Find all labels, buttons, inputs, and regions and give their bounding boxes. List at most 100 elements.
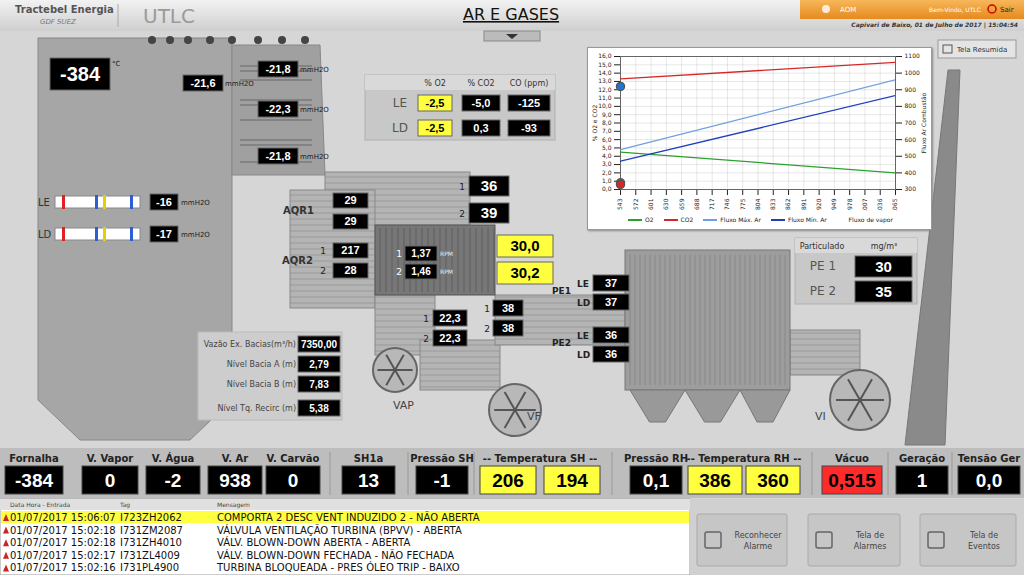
svg-text:PE1: PE1: [552, 286, 571, 296]
svg-text:28: 28: [344, 264, 356, 276]
svg-text:01/07/2017 15:02:16: 01/07/2017 15:02:16: [10, 562, 116, 573]
svg-text:mmH2O: mmH2O: [181, 231, 210, 239]
svg-text:-22,3: -22,3: [265, 103, 290, 115]
svg-text:386: 386: [699, 470, 731, 491]
svg-text:Vazão Ex. Bacias(m³/h): Vazão Ex. Bacias(m³/h): [204, 340, 296, 349]
svg-text:AR E GASES: AR E GASES: [463, 5, 559, 24]
svg-text:01/07/2017 15:06:07: 01/07/2017 15:06:07: [10, 512, 116, 523]
svg-text:VÁLV. BLOWN-DOWN ABERTA - ABER: VÁLV. BLOWN-DOWN ABERTA - ABERTA: [217, 536, 410, 548]
svg-text:30: 30: [875, 258, 892, 275]
svg-text:7,0: 7,0: [602, 127, 612, 134]
svg-text:29: 29: [344, 215, 356, 227]
svg-text:-5,0: -5,0: [472, 97, 491, 109]
svg-text:I723ZH2062: I723ZH2062: [120, 512, 182, 523]
svg-text:PE 2: PE 2: [810, 284, 836, 298]
svg-text:UTLC: UTLC: [143, 4, 195, 28]
svg-text:2,0: 2,0: [602, 169, 612, 176]
svg-text:Tag: Tag: [119, 501, 130, 509]
svg-text:Bem-Vindo, UTLC: Bem-Vindo, UTLC: [929, 6, 981, 13]
svg-text:-384: -384: [15, 470, 53, 491]
svg-text:Tela Resumida: Tela Resumida: [956, 46, 1007, 54]
svg-text:746: 746: [723, 198, 730, 210]
svg-text:Eventos: Eventos: [968, 542, 1000, 551]
svg-text:Reconhecer: Reconhecer: [734, 531, 782, 540]
svg-text:LD: LD: [577, 350, 590, 360]
svg-text:217: 217: [341, 244, 359, 256]
svg-text:900: 900: [905, 86, 917, 93]
svg-text:VI: VI: [815, 410, 826, 423]
svg-text:22,3: 22,3: [439, 312, 460, 324]
svg-text:0,0: 0,0: [602, 185, 612, 192]
svg-text:Nível Bacia A (m): Nível Bacia A (m): [227, 360, 296, 369]
svg-text:206: 206: [492, 470, 524, 491]
svg-text:194: 194: [556, 470, 588, 491]
svg-text:01/07/2017 15:02:18: 01/07/2017 15:02:18: [10, 525, 116, 536]
svg-text:VÁLVULA VENTILAÇÃO TURBINA (BP: VÁLVULA VENTILAÇÃO TURBINA (BPVV) - ABER…: [217, 524, 462, 536]
svg-text:Particulado: Particulado: [800, 242, 845, 251]
svg-text:0,515: 0,515: [828, 470, 876, 491]
svg-text:0: 0: [288, 470, 299, 491]
svg-text:2: 2: [320, 266, 326, 276]
svg-text:AQR2: AQR2: [282, 255, 313, 266]
svg-text:717: 717: [708, 198, 715, 210]
svg-text:700: 700: [905, 119, 917, 126]
svg-text:Sair: Sair: [1000, 6, 1014, 14]
svg-text:22,3: 22,3: [439, 332, 460, 344]
svg-text:Vácuo: Vácuo: [835, 453, 869, 464]
svg-text:Nível Tq. Recirc (m): Nível Tq. Recirc (m): [217, 404, 296, 413]
svg-text:I731ZL4009: I731ZL4009: [120, 550, 180, 561]
svg-text:Tensão Ger: Tensão Ger: [958, 453, 1020, 464]
svg-text:7350,00: 7350,00: [301, 339, 338, 350]
svg-text:Pressão RH: Pressão RH: [624, 453, 688, 464]
svg-text:891: 891: [800, 198, 807, 210]
svg-text:LE: LE: [577, 331, 589, 341]
svg-text:°C: °C: [112, 60, 121, 68]
svg-text:688: 688: [693, 198, 700, 210]
svg-text:TURBINA BLOQUEADA - PRES ÓLEO: TURBINA BLOQUEADA - PRES ÓLEO TRIP - BAI…: [216, 561, 460, 573]
svg-text:4,0: 4,0: [602, 152, 612, 159]
svg-text:SH1a: SH1a: [354, 453, 383, 464]
svg-text:949: 949: [830, 198, 837, 210]
svg-text:Tela de: Tela de: [855, 531, 884, 540]
svg-text:2: 2: [396, 267, 402, 277]
svg-text:978: 978: [846, 198, 853, 210]
svg-text:mmH2O: mmH2O: [181, 199, 210, 207]
svg-text:920: 920: [815, 198, 822, 210]
svg-text:1: 1: [917, 470, 928, 491]
svg-text:0,1: 0,1: [643, 470, 670, 491]
svg-text:833: 833: [769, 198, 776, 210]
svg-text:804: 804: [754, 198, 761, 210]
svg-text:CO (ppm): CO (ppm): [510, 79, 549, 88]
svg-text:I731PL4900: I731PL4900: [120, 562, 179, 573]
svg-text:mmH2O: mmH2O: [225, 80, 254, 88]
svg-text:36: 36: [605, 348, 617, 360]
svg-text:1000: 1000: [905, 69, 920, 76]
svg-text:-93: -93: [521, 122, 537, 134]
svg-text:-2: -2: [165, 470, 182, 491]
svg-text:2: 2: [423, 334, 429, 344]
svg-text:VAP: VAP: [393, 399, 414, 412]
svg-text:01/07/2017 15:02:17: 01/07/2017 15:02:17: [10, 550, 116, 561]
svg-text:-1: -1: [434, 470, 451, 491]
svg-text:I731ZM2087: I731ZM2087: [120, 525, 183, 536]
svg-text:800: 800: [905, 102, 917, 109]
svg-text:LD: LD: [577, 298, 590, 308]
svg-text:mmH2O: mmH2O: [300, 153, 329, 161]
svg-text:938: 938: [219, 470, 251, 491]
svg-text:1: 1: [320, 246, 326, 256]
svg-text:30,2: 30,2: [510, 264, 539, 281]
svg-text:-17: -17: [156, 228, 172, 240]
svg-text:30,0: 30,0: [510, 237, 539, 254]
svg-text:Tela de: Tela de: [969, 531, 998, 540]
svg-text:-21,6: -21,6: [190, 77, 215, 89]
svg-text:862: 862: [784, 198, 791, 210]
svg-text:360: 360: [757, 470, 789, 491]
svg-text:PE 1: PE 1: [810, 259, 836, 273]
svg-text:1,0: 1,0: [602, 177, 612, 184]
svg-text:Geração: Geração: [899, 453, 945, 464]
svg-text:0,3: 0,3: [473, 122, 488, 134]
svg-text:LE: LE: [577, 279, 589, 289]
svg-text:RPM: RPM: [440, 268, 453, 275]
svg-text:V. Ar: V. Ar: [222, 453, 248, 464]
svg-text:6,0: 6,0: [602, 136, 612, 143]
